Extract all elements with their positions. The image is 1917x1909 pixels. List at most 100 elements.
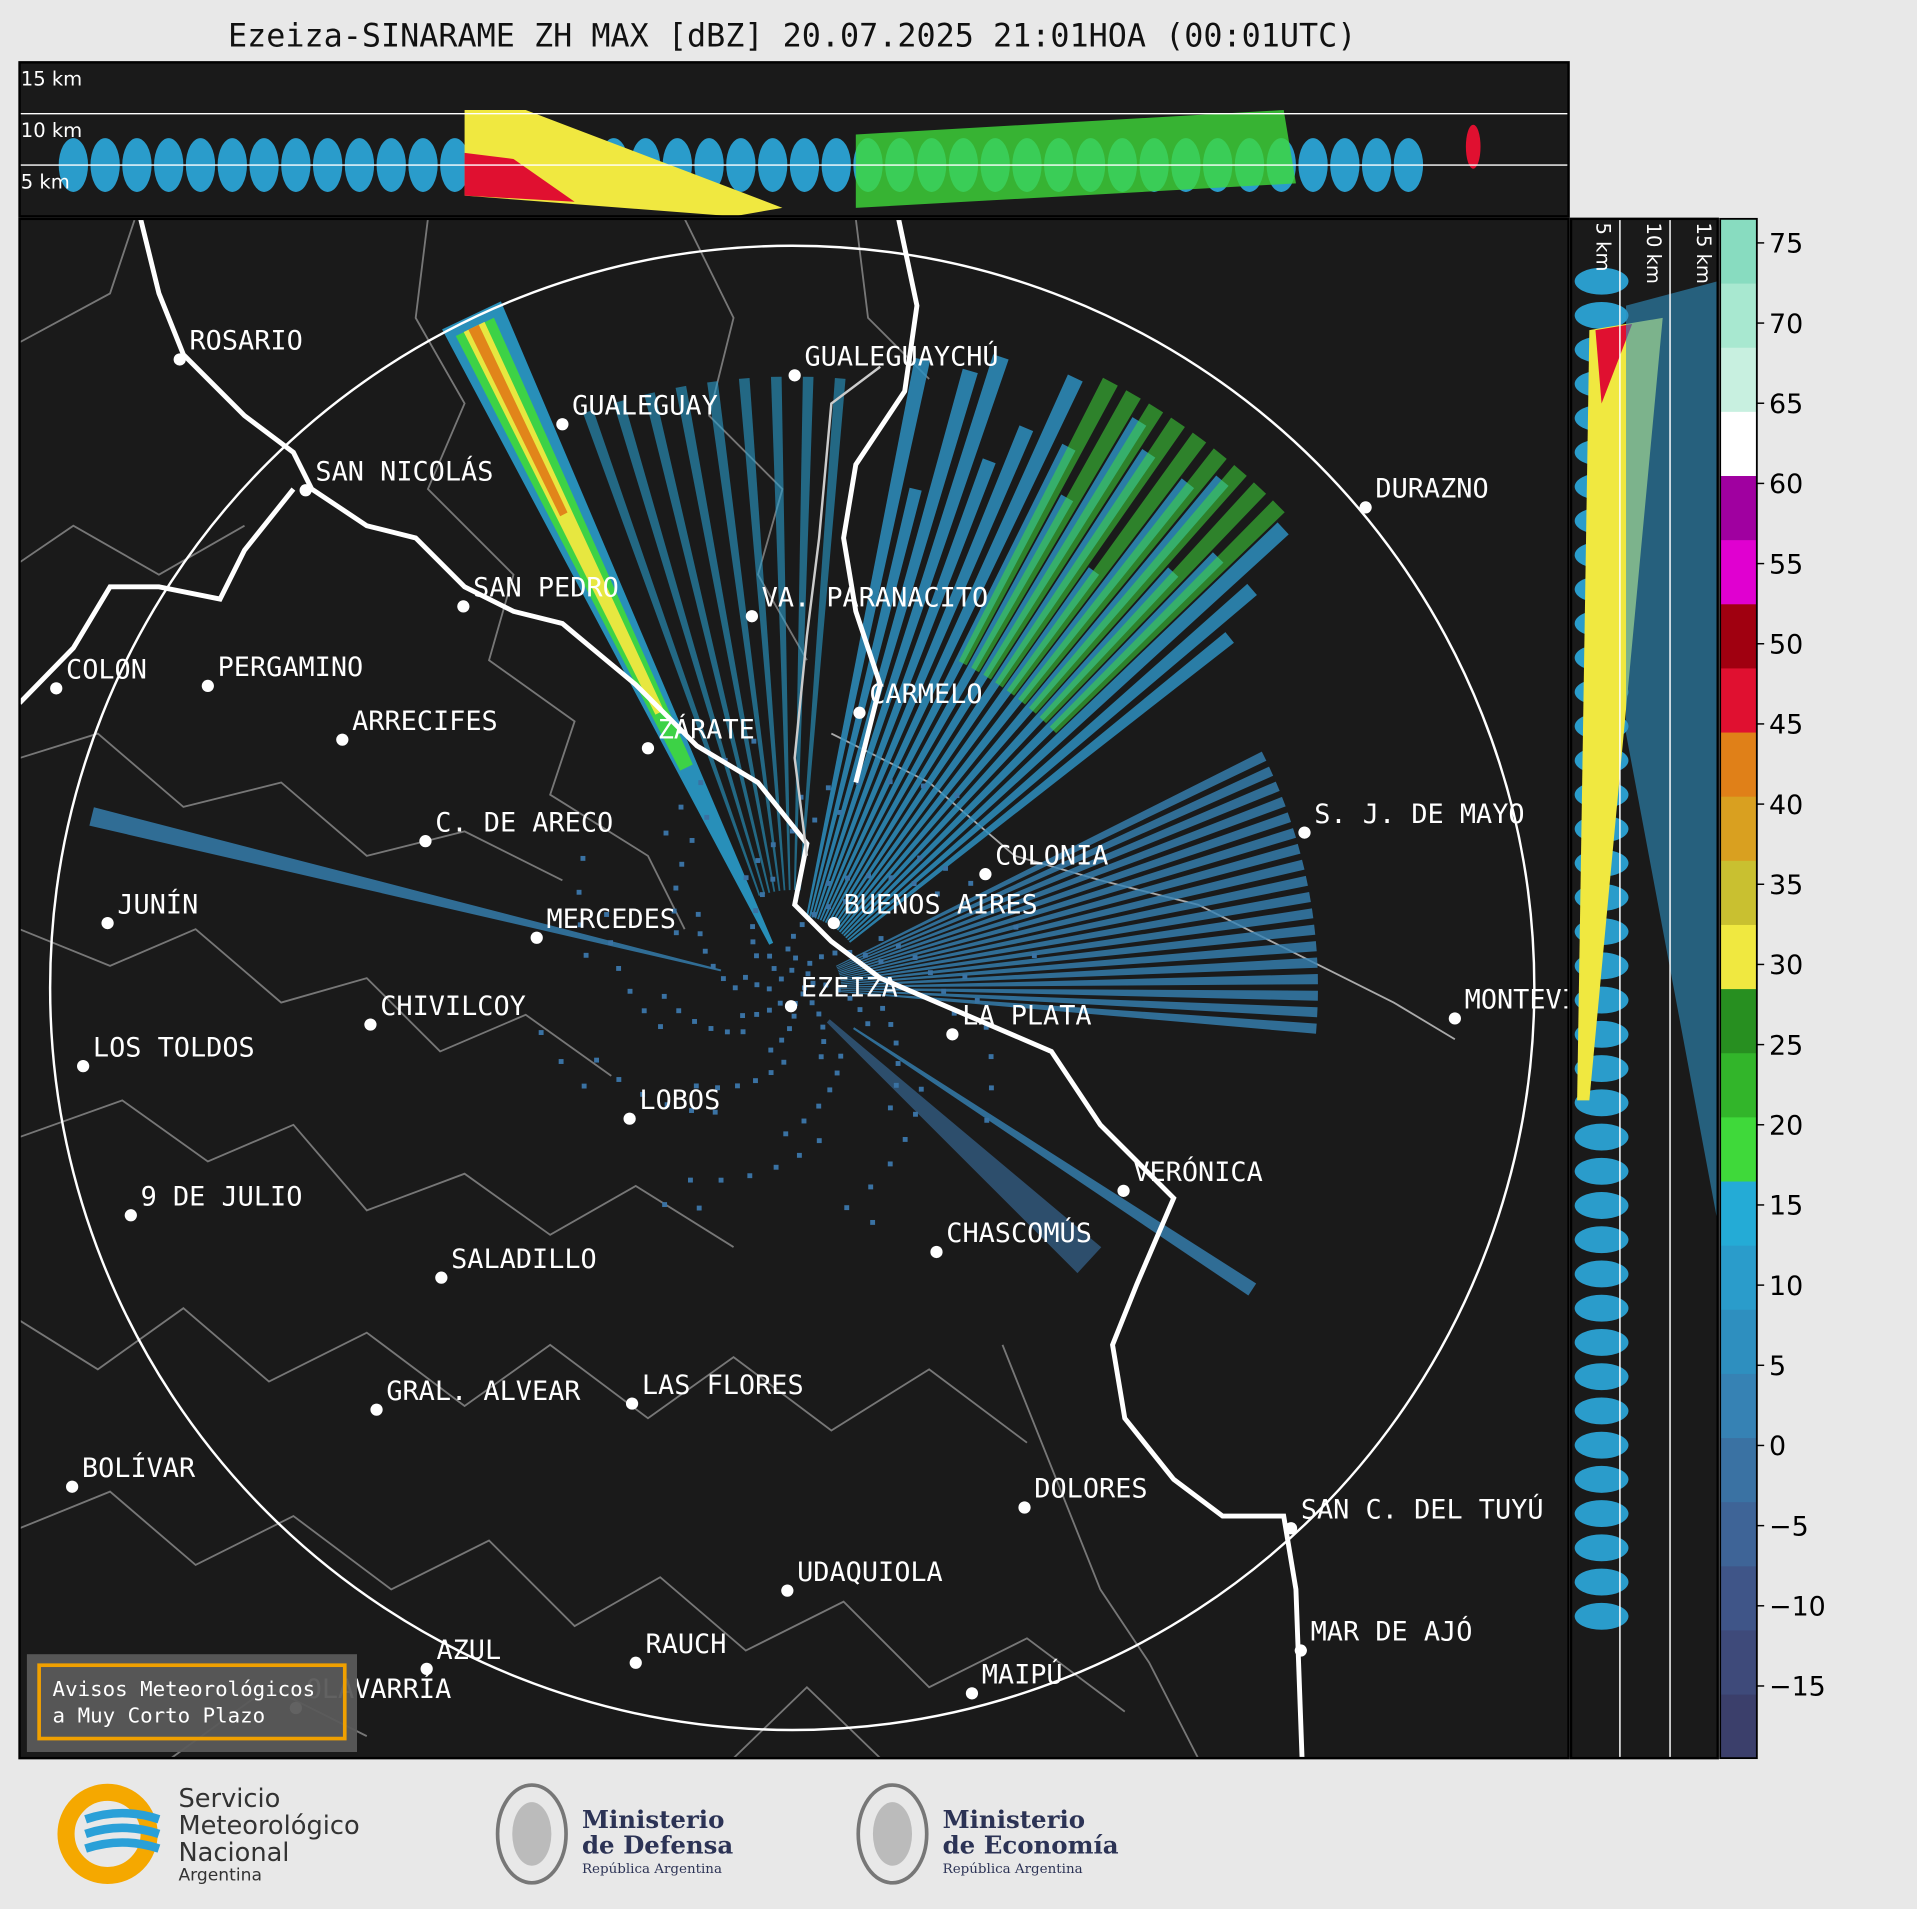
echo — [832, 950, 838, 956]
echo — [800, 991, 806, 997]
title: Ezeiza-SINARAME ZH MAX [dBZ] 20.07.2025 … — [228, 18, 1356, 54]
echo — [825, 785, 831, 791]
echo — [724, 1029, 730, 1035]
echo — [835, 751, 1267, 967]
colorbar-tick-label: 45 — [1769, 710, 1803, 741]
echo — [983, 403, 1164, 680]
echo — [1049, 500, 1285, 734]
echo — [818, 954, 824, 960]
echo — [702, 948, 708, 954]
echo — [770, 376, 791, 891]
echo — [697, 931, 703, 937]
echo — [1031, 953, 1037, 959]
city-dot — [370, 1403, 383, 1416]
echo — [778, 976, 784, 982]
colorbar-tick-label: 15 — [1769, 1191, 1803, 1222]
colorbar-tick-label: 0 — [1769, 1431, 1786, 1462]
echo — [943, 865, 948, 871]
city-dot — [1284, 1522, 1298, 1535]
echo — [806, 357, 931, 917]
city-label: GUALEGUAY — [572, 390, 718, 421]
echo — [750, 939, 756, 945]
echo — [715, 1085, 720, 1091]
echo — [1574, 1534, 1629, 1562]
logo-text: Ministerio — [582, 1805, 724, 1834]
height-label: 15 km — [1692, 223, 1715, 284]
echo — [888, 875, 894, 881]
echo — [912, 955, 918, 960]
city-dot — [77, 1060, 90, 1073]
echo — [766, 986, 772, 992]
echo — [841, 989, 1318, 1018]
echo — [808, 487, 922, 917]
city-dot — [1018, 1501, 1031, 1514]
echo — [558, 1059, 564, 1064]
echo — [698, 780, 704, 786]
colorbar-band — [1720, 1052, 1757, 1118]
echo — [838, 812, 1292, 973]
banner-text[interactable]: Avisos Meteorológicos — [53, 1677, 316, 1701]
echo — [732, 985, 738, 991]
echo — [988, 1085, 994, 1091]
city-label: SALADILLO — [451, 1244, 597, 1275]
echo — [927, 970, 933, 976]
echo — [839, 859, 1305, 977]
echo — [678, 804, 684, 810]
echo — [866, 873, 871, 879]
echo — [838, 828, 1297, 974]
echo — [767, 953, 773, 959]
echo — [837, 810, 843, 815]
city-dot — [1359, 501, 1372, 514]
echo — [738, 378, 786, 891]
echo — [793, 955, 798, 961]
city-dot — [435, 1271, 448, 1284]
echo — [696, 1205, 702, 1211]
echo — [887, 779, 893, 785]
echo — [671, 908, 677, 914]
map: ROSARIO GUALEGUAYCHÚ GUALEGUAY SAN NICOLÁS D… — [19, 218, 1627, 1759]
city-label: BOLÍVAR — [82, 1452, 196, 1484]
city-dot — [419, 835, 432, 848]
echo — [958, 377, 1118, 666]
city-dot — [788, 369, 801, 382]
echo — [822, 374, 1083, 922]
echo — [840, 892, 1311, 980]
colorbar-tick-label: 75 — [1769, 229, 1803, 260]
echo — [577, 922, 583, 928]
echo — [1465, 124, 1481, 169]
city-label: ZÁRATE — [658, 713, 755, 745]
echo — [793, 376, 814, 891]
echo — [802, 985, 807, 991]
colorbar-band — [1720, 475, 1757, 541]
colorbar-band — [1720, 731, 1757, 797]
city-dot — [784, 1000, 798, 1013]
echo — [743, 875, 749, 881]
echo — [865, 1021, 871, 1027]
city-label: LOS TOLDOS — [93, 1032, 255, 1063]
echo — [679, 861, 685, 867]
echo — [847, 583, 1257, 941]
echo — [988, 1054, 994, 1060]
echo — [740, 1013, 746, 1019]
echo — [754, 1011, 760, 1017]
echo — [799, 922, 805, 928]
echo — [954, 793, 960, 799]
echo — [799, 378, 846, 891]
colorbar-band — [1720, 1116, 1757, 1182]
echo — [811, 912, 817, 917]
banner-text[interactable]: a Muy Corto Plazo — [53, 1704, 266, 1728]
echo — [845, 875, 850, 881]
city-label: GRAL. ALVEAR — [386, 1376, 581, 1407]
echo — [816, 1011, 822, 1017]
city-label: MONTEVIDEO — [1465, 985, 1627, 1016]
city-label: DURAZNO — [1375, 474, 1488, 505]
city-dot — [827, 916, 840, 930]
city-dot — [530, 931, 543, 944]
banner-border[interactable] — [37, 1663, 347, 1741]
logo-text: Meteorológico — [178, 1811, 359, 1841]
echo — [840, 875, 1308, 979]
city-label: JUNÍN — [117, 888, 198, 920]
echo — [918, 1086, 924, 1092]
echo — [962, 974, 968, 980]
echo — [823, 982, 829, 988]
